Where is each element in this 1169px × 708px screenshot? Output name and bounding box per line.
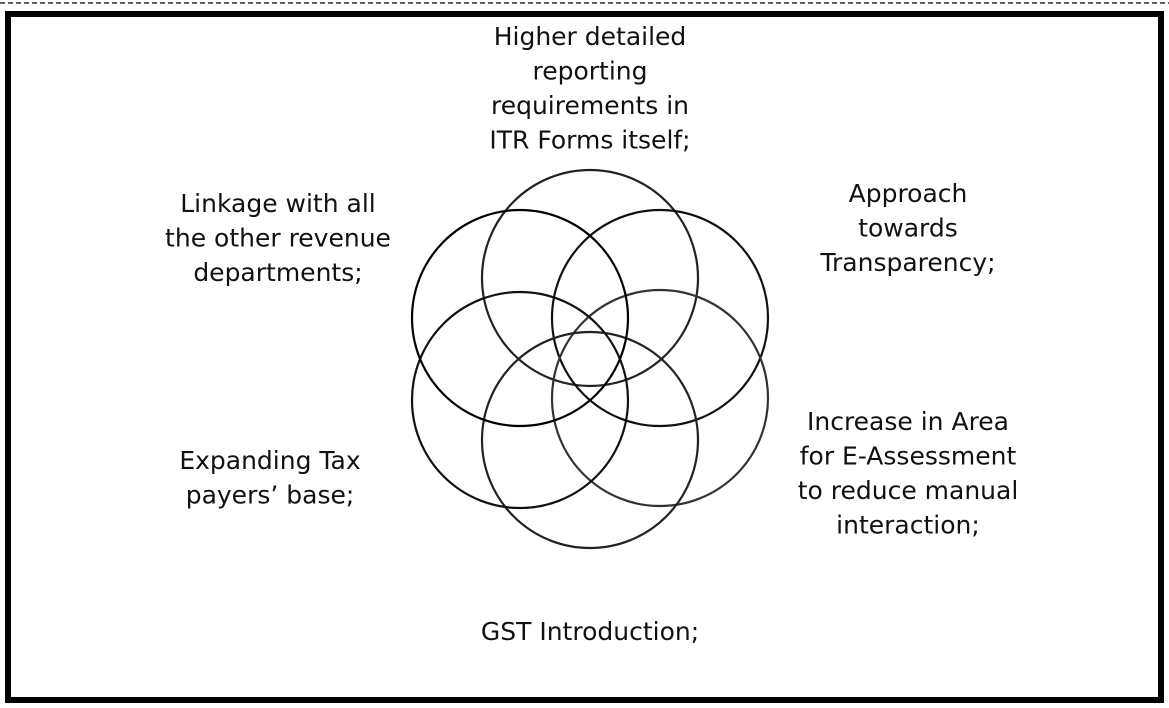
node-label: towards [858,214,958,243]
node-label: Higher detailed [494,22,687,51]
circle [550,288,770,508]
circle [410,208,630,428]
labels: Higher detailed reporting requirements in I… [165,22,1018,646]
node-label: GST Introduction; [481,617,699,646]
node-label: for E-Assessment [800,442,1017,471]
node-label: to reduce manual [798,476,1019,505]
node-label: departments; [193,258,362,287]
circle [480,168,700,388]
node-label: Linkage with all [180,189,375,218]
node-label: Increase in Area [807,407,1009,436]
node-label: Expanding Tax [179,446,360,475]
circle [550,208,770,428]
node-label: reporting [532,57,647,86]
node-label: Transparency; [819,248,995,277]
frame [5,11,1164,703]
node-label: requirements in [491,91,689,120]
circle [480,330,700,550]
node-label: the other revenue [165,224,391,253]
node-label: payers’ base; [186,481,355,510]
circle [410,290,630,510]
node-label: ITR Forms itself; [489,126,690,155]
node-label: Approach [849,179,968,208]
node-label: interaction; [836,511,980,540]
petal-circles [410,168,770,550]
